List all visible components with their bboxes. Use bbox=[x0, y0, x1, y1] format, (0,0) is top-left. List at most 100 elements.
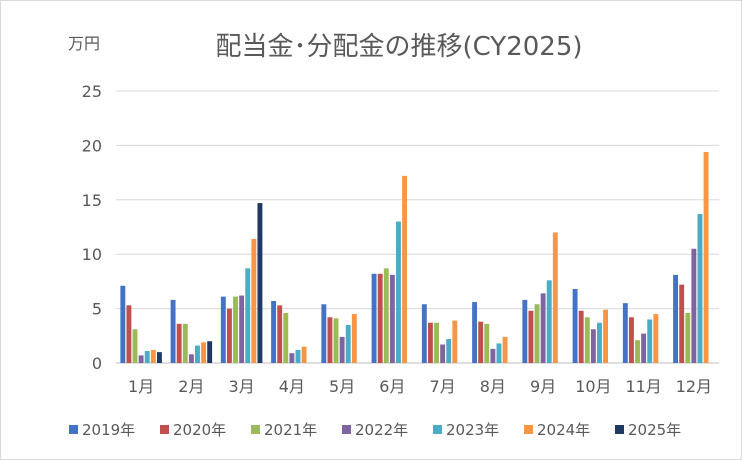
bar bbox=[446, 339, 452, 363]
bar bbox=[421, 304, 427, 363]
bar bbox=[201, 342, 207, 363]
legend-label: 2024年 bbox=[537, 421, 590, 439]
bar bbox=[522, 299, 528, 363]
x-tick-label: 9月 bbox=[530, 377, 556, 396]
bar bbox=[120, 285, 126, 363]
bar bbox=[622, 303, 628, 363]
x-axis-ticks: 1月 2月 3月 4月 5月 6月 7月 8月 9月 10月 11月 12月 bbox=[128, 377, 712, 396]
bar bbox=[703, 151, 709, 363]
bar bbox=[239, 295, 245, 363]
bar bbox=[220, 296, 226, 363]
bar bbox=[584, 317, 590, 363]
bar bbox=[271, 300, 277, 363]
bar bbox=[440, 344, 446, 363]
bar bbox=[578, 310, 584, 363]
legend-label: 2020年 bbox=[173, 421, 226, 439]
bar bbox=[170, 299, 176, 363]
x-tick-label: 10月 bbox=[575, 377, 611, 396]
bar bbox=[176, 323, 182, 363]
x-tick-label: 6月 bbox=[379, 377, 405, 396]
y-tick-label: 0 bbox=[92, 354, 102, 373]
gridlines bbox=[116, 90, 719, 364]
legend-swatch bbox=[251, 425, 260, 434]
legend-swatch bbox=[615, 425, 624, 434]
bar bbox=[339, 336, 345, 363]
bar bbox=[603, 309, 609, 363]
bar bbox=[126, 305, 132, 363]
x-tick-label: 8月 bbox=[480, 377, 506, 396]
bars bbox=[120, 151, 709, 363]
bar bbox=[233, 296, 238, 363]
bar bbox=[333, 318, 339, 363]
y-tick-label: 5 bbox=[92, 300, 102, 319]
bar bbox=[679, 284, 685, 363]
y-tick-label: 10 bbox=[82, 245, 102, 264]
bar bbox=[552, 232, 558, 363]
bar bbox=[502, 336, 508, 363]
bar bbox=[195, 345, 200, 363]
bar bbox=[389, 274, 395, 363]
bar bbox=[383, 268, 389, 363]
bar bbox=[377, 273, 383, 363]
bar bbox=[295, 349, 301, 363]
bar bbox=[496, 343, 502, 363]
bar bbox=[132, 329, 138, 363]
y-tick-label: 20 bbox=[82, 136, 102, 155]
bar bbox=[402, 175, 408, 363]
bar bbox=[641, 333, 647, 363]
legend-label: 2025年 bbox=[628, 421, 681, 439]
bar bbox=[301, 346, 307, 363]
bar bbox=[653, 314, 659, 363]
y-tick-label: 25 bbox=[82, 82, 102, 101]
x-tick-label: 3月 bbox=[229, 377, 255, 396]
bar bbox=[345, 324, 351, 363]
bar bbox=[685, 312, 691, 363]
bar bbox=[283, 312, 289, 363]
bar bbox=[351, 314, 357, 363]
bar bbox=[697, 213, 703, 363]
legend-swatch bbox=[433, 425, 442, 434]
bar bbox=[150, 349, 156, 363]
bar bbox=[472, 302, 478, 363]
bar bbox=[673, 274, 679, 363]
legend-swatch bbox=[524, 425, 533, 434]
bar bbox=[226, 308, 232, 363]
x-tick-label: 12月 bbox=[676, 377, 712, 396]
bar bbox=[156, 352, 162, 363]
bar bbox=[635, 340, 640, 363]
bar bbox=[484, 323, 490, 363]
legend-swatch bbox=[69, 425, 78, 434]
x-tick-label: 11月 bbox=[625, 377, 661, 396]
legend-swatch bbox=[160, 425, 169, 434]
bar bbox=[144, 351, 150, 363]
bar bbox=[289, 353, 295, 363]
legend: 2019年 2020年 2021年 2022年 2023年 2024年 2025年 bbox=[69, 421, 681, 439]
x-tick-label: 5月 bbox=[329, 377, 355, 396]
bar bbox=[427, 322, 433, 363]
bar bbox=[182, 323, 188, 363]
bar bbox=[597, 322, 602, 363]
chart-title: 配当金･分配金の推移(CY2025) bbox=[215, 32, 582, 62]
bar bbox=[277, 305, 283, 363]
y-axis-unit: 万円 bbox=[68, 34, 100, 53]
bar bbox=[534, 304, 540, 363]
bar bbox=[647, 319, 653, 363]
bar bbox=[138, 355, 144, 363]
bar bbox=[478, 321, 484, 363]
x-tick-label: 4月 bbox=[279, 377, 305, 396]
bar bbox=[327, 317, 333, 363]
bar bbox=[321, 304, 327, 363]
y-tick-label: 15 bbox=[82, 191, 102, 210]
bar bbox=[251, 238, 257, 363]
bar bbox=[628, 317, 634, 363]
bar bbox=[546, 280, 552, 363]
y-axis-ticks: 0 5 10 15 20 25 bbox=[82, 82, 102, 373]
legend-label: 2023年 bbox=[446, 421, 499, 439]
bar bbox=[572, 289, 578, 363]
bar bbox=[590, 329, 596, 363]
x-tick-label: 7月 bbox=[430, 377, 456, 396]
bar bbox=[207, 341, 213, 363]
x-tick-label: 1月 bbox=[128, 377, 154, 396]
